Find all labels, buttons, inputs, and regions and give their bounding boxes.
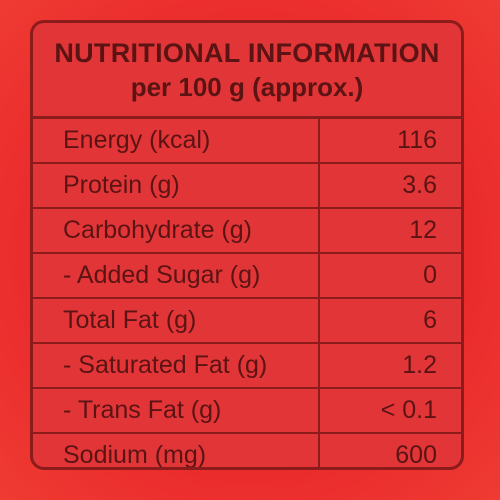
nutrient-name: - Saturated Fat (g): [33, 343, 320, 389]
table-row: Total Fat (g) 6: [33, 298, 461, 344]
table-row: Sodium (mg) 600: [33, 433, 461, 469]
table-row: Energy (kcal) 116: [33, 119, 461, 164]
table-row: - Added Sugar (g) 0: [33, 253, 461, 299]
subtitle: per 100 g (approx.): [130, 72, 364, 102]
table-row: - Saturated Fat (g) 1.2: [33, 343, 461, 389]
nutrient-name: - Added Sugar (g): [33, 253, 320, 299]
nutrient-name: Total Fat (g): [33, 298, 320, 344]
nutrient-value: 116: [319, 119, 461, 164]
title: NUTRITIONAL INFORMATION: [54, 38, 440, 68]
nutrient-name: Energy (kcal): [33, 119, 320, 164]
table-row: Protein (g) 3.6: [33, 163, 461, 209]
table-row: - Trans Fat (g) < 0.1: [33, 388, 461, 434]
nutrient-value: 600: [395, 441, 437, 469]
nutrient-value: < 0.1: [319, 388, 461, 434]
nutrient-name: Sodium (mg): [33, 433, 320, 467]
nutrient-value: 1.2: [319, 343, 461, 389]
nutrient-name: Carbohydrate (g): [33, 208, 320, 254]
header: NUTRITIONAL INFORMATION per 100 g (appro…: [33, 23, 461, 119]
nutrient-value: 0: [319, 253, 461, 299]
nutrient-value: 12: [319, 208, 461, 254]
nutrition-panel: NUTRITIONAL INFORMATION per 100 g (appro…: [30, 20, 464, 470]
nutrient-name: Protein (g): [33, 163, 320, 209]
nutrition-table: Energy (kcal) 116 Protein (g) 3.6 Carbohydra…: [33, 119, 461, 469]
nutrient-value: 3.6: [319, 163, 461, 209]
nutrient-value: 6: [319, 298, 461, 344]
table-row: Carbohydrate (g) 12: [33, 208, 461, 254]
nutrient-name: - Trans Fat (g): [33, 388, 320, 434]
